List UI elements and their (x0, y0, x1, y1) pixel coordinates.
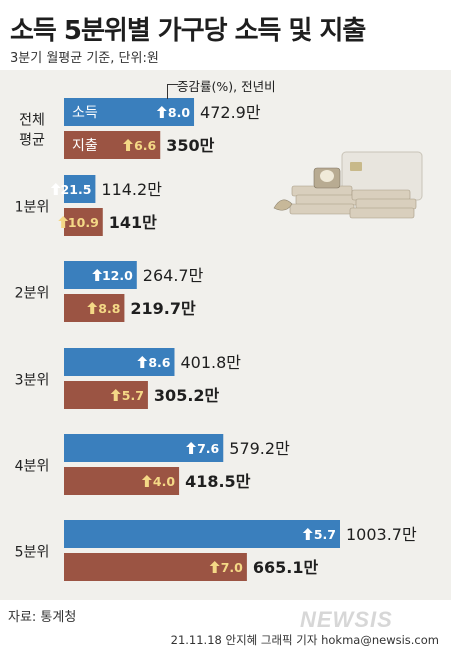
expense-change-label: 4.0 (153, 474, 175, 489)
source-note: 자료: 통계청 (8, 610, 77, 625)
up-arrow-icon (186, 442, 197, 454)
category-label: 1분위 (15, 200, 50, 216)
expense-value-label: 141만 (109, 213, 157, 232)
up-arrow-icon (209, 561, 220, 573)
expense-value-label: 418.5만 (185, 472, 251, 491)
up-arrow-icon (123, 139, 134, 151)
watermark-logo: NEWSIS (300, 607, 393, 632)
category-label: 전체 (19, 113, 45, 129)
income-bar (64, 434, 224, 462)
income-change-label: 21.5 (61, 182, 92, 197)
legend-pointer (167, 84, 178, 99)
income-bar (64, 520, 340, 548)
income-change-label: 5.7 (314, 527, 336, 542)
income-change-label: 12.0 (102, 268, 133, 283)
category-label: 4분위 (15, 459, 50, 475)
expense-bar (64, 553, 247, 581)
category-label: 5분위 (15, 545, 50, 561)
up-arrow-icon (50, 183, 61, 195)
income-value-label: 401.8만 (180, 353, 241, 372)
income-value-label: 579.2만 (229, 439, 290, 458)
legend-note: 증감률(%), 전년비 (177, 79, 276, 94)
up-arrow-icon (137, 356, 148, 368)
up-arrow-icon (156, 106, 167, 118)
income-value-label: 264.7만 (143, 266, 204, 285)
up-arrow-icon (92, 269, 103, 281)
expense-change-label: 10.9 (68, 215, 99, 230)
up-arrow-icon (110, 389, 121, 401)
income-change-label: 8.0 (168, 105, 190, 120)
income-bar (64, 98, 195, 126)
income-bar (64, 175, 96, 203)
income-bar (64, 348, 175, 376)
income-series-label: 소득 (72, 105, 98, 121)
chart-title: 소득 5분위별 가구당 소득 및 지출 (10, 16, 366, 46)
expense-bar (64, 381, 148, 409)
up-arrow-icon (87, 302, 98, 314)
income-value-label: 1003.7만 (346, 525, 417, 544)
up-arrow-icon (302, 528, 313, 540)
income-value-label: 114.2만 (101, 180, 162, 199)
up-arrow-icon (141, 475, 152, 487)
income-change-label: 7.6 (197, 441, 219, 456)
category-label: 2분위 (15, 286, 50, 302)
credit-line: 21.11.18 안지혜 그래픽 기자 hokma@newsis.com (170, 633, 439, 647)
expense-value-label: 665.1만 (253, 558, 319, 577)
expense-bar (64, 208, 103, 236)
category-label: 3분위 (15, 373, 50, 389)
expense-bar (64, 467, 180, 495)
up-arrow-icon (58, 216, 69, 228)
expense-change-label: 5.7 (122, 388, 144, 403)
money-card-illustration (273, 151, 423, 219)
category-label: 평균 (19, 133, 45, 149)
chart-subtitle: 3분기 월평균 기준, 단위:원 (10, 51, 159, 66)
income-bar (64, 261, 137, 289)
expense-value-label: 219.7만 (130, 299, 196, 318)
income-change-label: 8.6 (148, 355, 170, 370)
expense-value-label: 350만 (166, 136, 214, 155)
expense-change-label: 7.0 (221, 560, 243, 575)
expense-bar (64, 131, 161, 159)
expense-change-label: 6.6 (134, 138, 156, 153)
expense-change-label: 8.8 (98, 301, 120, 316)
income-value-label: 472.9만 (200, 103, 261, 122)
expense-value-label: 305.2만 (154, 386, 220, 405)
expense-series-label: 지출 (72, 138, 98, 154)
